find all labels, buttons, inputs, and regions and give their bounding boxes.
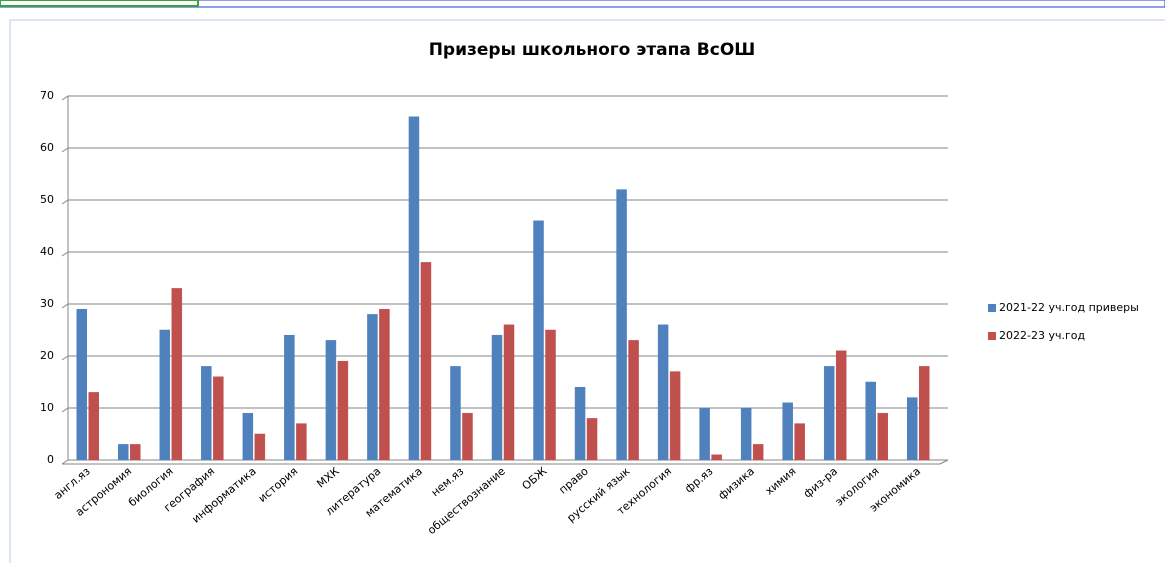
grid-line: [61, 251, 948, 257]
bar: [586, 418, 598, 461]
bar: [669, 371, 681, 461]
bar: [835, 350, 847, 461]
bar: [284, 334, 295, 461]
grid-line: [61, 459, 948, 465]
bar: [408, 116, 420, 461]
y-tick-label: 0: [47, 453, 54, 466]
grid-line: [61, 407, 948, 413]
bar: [794, 423, 805, 461]
bar: [628, 340, 639, 461]
bar: [367, 314, 378, 461]
bar: [545, 329, 556, 461]
grid-line: [61, 95, 948, 101]
y-tick-label: 40: [40, 245, 54, 258]
bar: [877, 412, 888, 461]
bar: [657, 324, 669, 461]
bar: [130, 444, 141, 461]
bar: [242, 412, 254, 461]
bar: [379, 308, 390, 461]
legend-label: 2021-22 уч.год приверы: [999, 301, 1139, 314]
bar: [201, 366, 212, 461]
bar: [450, 366, 461, 461]
bar: [325, 340, 337, 461]
bar: [782, 402, 793, 461]
bar: [171, 288, 183, 461]
floor: [62, 459, 949, 465]
bar: [918, 366, 930, 461]
bar: [76, 308, 88, 461]
bar: [574, 386, 586, 461]
grid-line: [61, 199, 948, 205]
grid-line: [61, 303, 948, 309]
bar: [254, 433, 266, 461]
bar: [616, 189, 627, 461]
bar: [533, 220, 544, 461]
bar: [462, 412, 473, 461]
legend-swatch: [988, 332, 996, 340]
bar: [491, 334, 503, 461]
bar: [699, 407, 710, 461]
bar: [159, 329, 171, 461]
grid-line: [61, 147, 948, 153]
bar: [420, 262, 432, 461]
bar: [823, 366, 835, 461]
y-tick-label: 70: [40, 89, 54, 102]
bar: [213, 376, 224, 461]
y-tick-label: 20: [40, 349, 54, 362]
bar: [906, 397, 918, 461]
grid-line: [61, 355, 948, 361]
legend-swatch: [988, 304, 996, 312]
bar: [503, 324, 515, 461]
bar: [752, 444, 764, 461]
y-tick-label: 10: [40, 401, 54, 414]
bar: [88, 392, 100, 461]
selected-cell: [0, 0, 199, 7]
bar: [711, 454, 722, 461]
y-tick-label: 50: [40, 193, 54, 206]
bar: [740, 407, 752, 461]
y-tick-label: 60: [40, 141, 54, 154]
chart-area: [9, 19, 1165, 567]
legend-label: 2022-23 уч.год: [999, 329, 1085, 342]
sheet-row: [0, 0, 1165, 8]
bar: [337, 360, 349, 461]
bar: [118, 444, 129, 461]
bar: [296, 423, 307, 461]
chart-title: Призеры школьного этапа ВсОШ: [429, 40, 756, 60]
bar: [865, 381, 876, 461]
y-tick-label: 30: [40, 297, 54, 310]
